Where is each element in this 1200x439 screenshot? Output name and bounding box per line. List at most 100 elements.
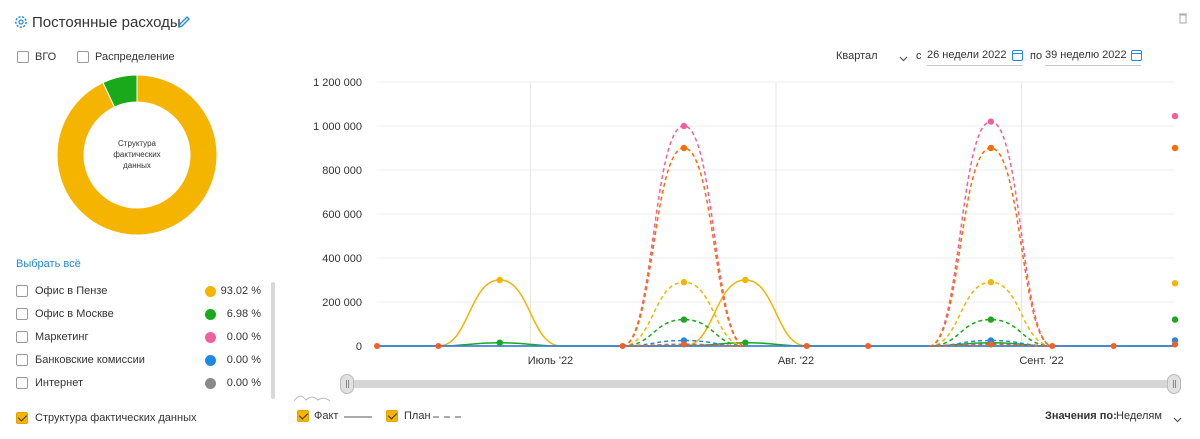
fact-label: Факт [314, 410, 339, 422]
chevron-down-icon[interactable] [899, 53, 908, 65]
vgo-checkbox[interactable] [17, 51, 29, 63]
date-from-value: 26 недели 2022 [927, 49, 1007, 61]
legend-item-label: Банковские комиссии [35, 354, 145, 366]
data-point[interactable] [1171, 112, 1179, 120]
data-point[interactable] [803, 343, 810, 349]
y-tick-label: 400 000 [322, 253, 362, 265]
data-point[interactable] [435, 343, 442, 349]
data-point[interactable] [987, 118, 995, 125]
plan-label: План [404, 410, 431, 422]
series-line-plan[interactable] [929, 147, 1053, 347]
legend-item-checkbox[interactable] [16, 308, 28, 320]
range-slider-handle-right[interactable] [1167, 374, 1181, 394]
donut-segment[interactable] [56, 74, 218, 236]
to-prefix: по [1030, 50, 1043, 62]
data-point[interactable] [496, 276, 503, 284]
values-by-select[interactable]: Неделям [1116, 410, 1162, 422]
data-point[interactable] [987, 279, 995, 286]
legend-item-label: Офис в Москве [35, 308, 114, 320]
data-point[interactable] [619, 343, 626, 349]
data-point[interactable] [374, 343, 380, 349]
data-point[interactable] [1049, 343, 1056, 349]
solid-line-icon [344, 416, 372, 418]
legend-item-color-dot [205, 286, 216, 297]
vgo-label: ВГО [35, 51, 57, 63]
legend-item-percent: 6.98 % [226, 308, 261, 320]
series-line-plan[interactable] [622, 147, 746, 347]
data-point[interactable] [680, 122, 688, 130]
data-point[interactable] [1110, 343, 1117, 349]
legend-item-checkbox[interactable] [16, 354, 28, 366]
legend-item-checkbox[interactable] [16, 285, 28, 297]
y-tick-label: 0 [356, 341, 362, 353]
series-line-plan[interactable] [929, 318, 1053, 347]
legend-item-checkbox[interactable] [16, 377, 28, 389]
donut-center-label: Структура фактических данных [113, 139, 161, 170]
data-point[interactable] [742, 276, 749, 284]
data-point[interactable] [680, 279, 688, 286]
x-tick-label: Авг. '22 [778, 355, 814, 367]
data-point[interactable] [1171, 316, 1179, 323]
legend-item-checkbox[interactable] [16, 331, 28, 343]
data-point[interactable] [987, 341, 995, 348]
pencil-icon[interactable] [177, 15, 191, 29]
date-from-field[interactable]: 26 недели 2022 [927, 46, 1023, 66]
data-point[interactable] [680, 144, 688, 152]
structure-toggle-checkbox[interactable] [16, 412, 28, 424]
distribution-checkbox[interactable] [77, 51, 89, 63]
x-tick-label: Июль '22 [528, 355, 573, 367]
data-point[interactable] [1171, 280, 1179, 287]
y-tick-label: 200 000 [322, 297, 362, 309]
donut-segment[interactable] [102, 74, 138, 108]
date-to-field[interactable]: 39 неделю 2022 [1045, 46, 1141, 66]
trash-icon[interactable] [1178, 12, 1188, 24]
gear-icon[interactable] [14, 15, 28, 29]
data-point[interactable] [742, 339, 749, 346]
legend-item-label: Офис в Пензе [35, 285, 108, 297]
legend-item-label: Маркетинг [35, 331, 89, 343]
series-line-plan[interactable] [622, 318, 746, 347]
page-title: Постоянные расходы [32, 14, 181, 31]
data-point[interactable] [865, 343, 872, 349]
y-tick-label: 800 000 [322, 165, 362, 177]
calendar-icon[interactable] [1012, 50, 1023, 61]
y-tick-label: 1 000 000 [313, 121, 362, 133]
legend-item-color-dot [205, 332, 216, 343]
legend-item-percent: 0.00 % [226, 331, 261, 343]
calendar-icon[interactable] [1131, 50, 1142, 61]
legend-item-label: Интернет [35, 377, 83, 389]
range-slider-track[interactable] [346, 380, 1176, 388]
values-by-label: Значения по: [1045, 410, 1117, 422]
plan-checkbox[interactable] [386, 410, 398, 422]
legend-item-color-dot [205, 378, 216, 389]
chevron-down-icon[interactable] [1173, 414, 1182, 426]
data-point[interactable] [1171, 144, 1179, 152]
data-point[interactable] [680, 341, 688, 348]
select-all-link[interactable]: Выбрать всё [16, 258, 81, 270]
date-to-value: 39 неделю 2022 [1045, 49, 1127, 61]
data-point[interactable] [1171, 341, 1179, 348]
legend-item-percent: 0.00 % [226, 354, 261, 366]
legend-item-percent: 0.00 % [226, 377, 261, 389]
data-point[interactable] [680, 316, 688, 323]
x-tick-label: Сент. '22 [1019, 355, 1063, 367]
structure-toggle-label: Структура фактических данных [35, 412, 197, 424]
dashed-line-icon [433, 416, 461, 418]
from-prefix: с [916, 50, 922, 62]
data-point[interactable] [987, 316, 995, 323]
legend-scrollbar[interactable] [271, 282, 275, 399]
legend-item-percent: 93.02 % [220, 285, 261, 297]
donut-chart [56, 74, 218, 236]
data-point[interactable] [496, 339, 503, 346]
range-slider-handle-left[interactable] [340, 374, 354, 394]
fact-checkbox[interactable] [297, 410, 309, 422]
line-chart: 1 200 000 1 000 000 800 000 600 000 400 000 2… [280, 72, 1190, 372]
data-point[interactable] [987, 144, 995, 152]
legend-item-color-dot [205, 355, 216, 366]
y-tick-label: 600 000 [322, 209, 362, 221]
y-tick-label: 1 200 000 [313, 77, 362, 89]
granularity-select[interactable]: Квартал [836, 50, 878, 62]
distribution-label: Распределение [95, 51, 175, 63]
legend-item-color-dot [205, 309, 216, 320]
mini-preview-icon [293, 392, 331, 405]
